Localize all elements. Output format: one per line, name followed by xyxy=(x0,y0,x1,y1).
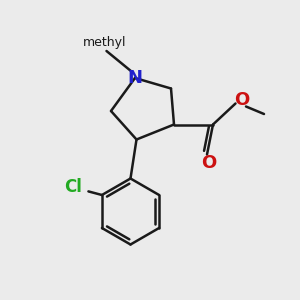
Text: methyl: methyl xyxy=(83,36,127,49)
Text: Cl: Cl xyxy=(64,178,82,196)
Text: O: O xyxy=(235,91,250,109)
Text: O: O xyxy=(201,154,216,172)
Text: N: N xyxy=(128,69,142,87)
